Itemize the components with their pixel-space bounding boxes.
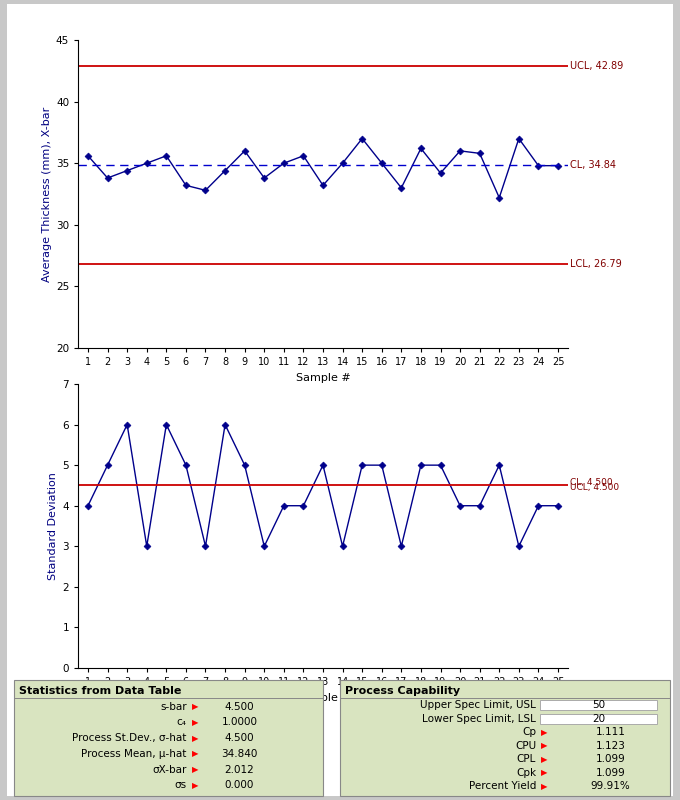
- Text: CL, 34.84: CL, 34.84: [571, 160, 616, 170]
- X-axis label: Sample #: Sample #: [296, 693, 350, 702]
- Text: ▶: ▶: [192, 718, 198, 727]
- Text: 50: 50: [592, 701, 605, 710]
- Text: 4.500: 4.500: [224, 733, 254, 743]
- Text: ▶: ▶: [192, 781, 198, 790]
- Text: Lower Spec Limit, LSL: Lower Spec Limit, LSL: [422, 714, 537, 724]
- Text: ▶: ▶: [192, 765, 198, 774]
- Text: CPU: CPU: [515, 741, 537, 751]
- Text: c₄: c₄: [177, 718, 187, 727]
- Text: 20: 20: [592, 714, 605, 724]
- Text: 99.91%: 99.91%: [590, 782, 630, 791]
- Text: ▶: ▶: [541, 742, 547, 750]
- Text: 34.840: 34.840: [221, 749, 258, 759]
- Text: 1.123: 1.123: [596, 741, 626, 751]
- Text: Cp: Cp: [522, 727, 537, 738]
- Text: Process Mean, μ-hat: Process Mean, μ-hat: [82, 749, 187, 759]
- Text: σX-bar: σX-bar: [152, 765, 187, 774]
- Text: ▶: ▶: [541, 768, 547, 778]
- Text: 2.012: 2.012: [224, 765, 254, 774]
- Text: UCL, 42.89: UCL, 42.89: [571, 61, 624, 71]
- Y-axis label: Standard Deviation: Standard Deviation: [48, 472, 58, 580]
- Text: ▶: ▶: [541, 755, 547, 764]
- Text: 0.000: 0.000: [225, 780, 254, 790]
- Text: LCL, 26.79: LCL, 26.79: [571, 259, 622, 270]
- Text: 1.0000: 1.0000: [222, 718, 258, 727]
- Text: CL, 4.500: CL, 4.500: [571, 478, 613, 487]
- Text: ▶: ▶: [192, 702, 198, 711]
- Text: Percent Yield: Percent Yield: [469, 782, 537, 791]
- Text: Statistics from Data Table: Statistics from Data Table: [19, 686, 182, 695]
- X-axis label: Sample #: Sample #: [296, 373, 350, 382]
- Text: ▶: ▶: [192, 750, 198, 758]
- Text: UCL, 4.500: UCL, 4.500: [571, 483, 619, 492]
- Y-axis label: Average Thickness (mm), X-bar: Average Thickness (mm), X-bar: [41, 106, 52, 282]
- Text: Process Capability: Process Capability: [345, 686, 460, 695]
- Text: σs: σs: [175, 780, 187, 790]
- Text: ▶: ▶: [541, 728, 547, 737]
- Text: s-bar: s-bar: [160, 702, 187, 712]
- Text: 1.099: 1.099: [596, 768, 626, 778]
- Text: 4.500: 4.500: [224, 702, 254, 712]
- Text: Cpk: Cpk: [516, 768, 537, 778]
- Text: 1.111: 1.111: [596, 727, 626, 738]
- Text: ▶: ▶: [192, 734, 198, 742]
- Text: CPL: CPL: [517, 754, 537, 764]
- Text: 1.099: 1.099: [596, 754, 626, 764]
- Text: Upper Spec Limit, USL: Upper Spec Limit, USL: [420, 701, 537, 710]
- Text: Process St.Dev., σ-hat: Process St.Dev., σ-hat: [73, 733, 187, 743]
- Text: ▶: ▶: [541, 782, 547, 791]
